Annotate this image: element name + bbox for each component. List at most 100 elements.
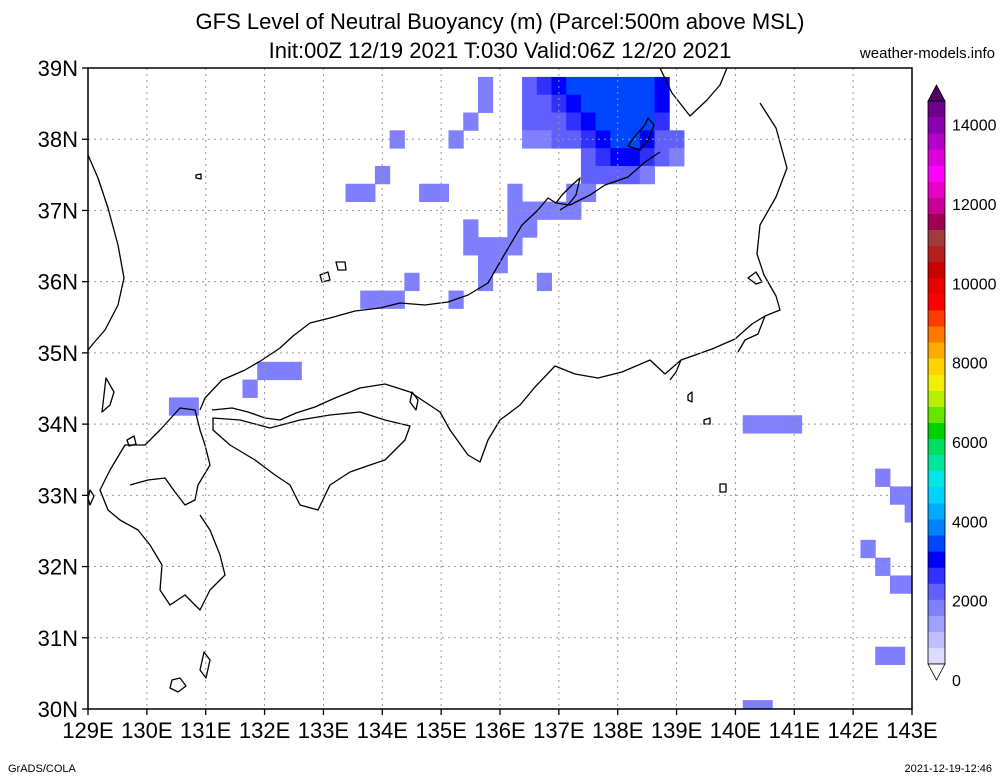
lnb-cell: [625, 76, 641, 96]
colorbar-segment: [928, 487, 945, 504]
lnb-cell: [875, 557, 891, 576]
colorbar-segment: [928, 117, 945, 134]
colorbar-segment: [928, 358, 945, 375]
lnb-cell: [242, 379, 258, 398]
x-axis-ticks: 129E 130E 131E 132E 133E 134E 135E 136E 137E 138E…: [62, 709, 938, 743]
lnb-cell: [639, 76, 655, 96]
lnb-cell: [477, 237, 494, 256]
lnb-cell: [566, 183, 582, 203]
colorbar: [927, 84, 946, 681]
lnb-cell: [433, 183, 449, 203]
colorbar-segment: [928, 326, 945, 343]
colorbar-segment: [928, 615, 945, 633]
coastline-izu: [669, 359, 682, 381]
lnb-cell: [580, 76, 597, 96]
chart-subtitle: Init:00Z 12/19 2021 T:030 Valid:06Z 12/2…: [269, 38, 732, 63]
colorbar-segment: [928, 647, 945, 665]
lnb-cell: [419, 183, 435, 203]
x-tick-label: 132E: [239, 718, 290, 743]
lnb-cell: [889, 646, 906, 665]
lnb-cell: [860, 539, 876, 559]
lnb-cell: [742, 700, 758, 710]
coastline-yakushima: [169, 677, 187, 693]
coastline-oshima: [687, 391, 693, 403]
lnb-cell: [757, 700, 773, 710]
colorbar-segment: [928, 406, 945, 424]
coastline-sado: [627, 117, 655, 151]
chart-title: GFS Level of Neutral Buoyancy (m) (Parce…: [196, 9, 805, 34]
lnb-cell: [639, 148, 655, 167]
colorbar-segment: [928, 519, 945, 536]
lnb-cell: [595, 130, 611, 149]
coastline-korea: [87, 154, 125, 351]
x-tick-label: 131E: [180, 718, 231, 743]
y-tick-label: 31N: [38, 626, 78, 651]
coastline-kyushu: [99, 407, 226, 611]
lnb-cell: [742, 415, 758, 434]
colorbar-segment: [928, 245, 945, 263]
lnb-cell: [271, 361, 288, 381]
colorbar-tick-label: 14000: [952, 118, 997, 135]
lnb-cell: [654, 112, 670, 131]
lnb-cell: [360, 290, 376, 309]
source-credit: weather-models.info: [859, 45, 995, 62]
lnb-cell: [522, 219, 538, 238]
colorbar-segment: [928, 294, 945, 311]
lnb-cell: [595, 148, 611, 167]
colorbar-segment: [927, 663, 946, 681]
colorbar-segment: [928, 310, 945, 327]
lnb-cell: [257, 361, 273, 381]
lnb-cell: [536, 94, 552, 114]
x-tick-label: 138E: [592, 718, 643, 743]
coastline-miyake: [703, 417, 711, 425]
colorbar-segment: [928, 390, 945, 407]
lnb-cell: [507, 237, 523, 256]
colorbar-segment: [928, 535, 945, 552]
colorbar-segment: [928, 261, 945, 279]
x-tick-label: 134E: [357, 718, 408, 743]
lnb-cell: [669, 148, 685, 167]
lnb-cell: [580, 112, 597, 131]
colorbar-segment: [928, 213, 945, 231]
colorbar-segment: [928, 422, 945, 440]
lnb-cell: [522, 201, 538, 220]
x-tick-label: 133E: [298, 718, 349, 743]
lnb-cell: [389, 130, 405, 149]
lnb-cell: [566, 130, 582, 149]
coastline-ibaraki: [747, 271, 763, 285]
lnb-cell: [625, 112, 641, 131]
x-tick-label: 140E: [710, 718, 761, 743]
coastline-noto: [555, 177, 581, 211]
colorbar-segment: [928, 149, 945, 166]
lnb-cell: [551, 130, 567, 149]
lnb-cell: [639, 165, 655, 185]
colorbar-segment: [928, 599, 945, 616]
lnb-cell: [374, 290, 391, 309]
lnb-cell: [580, 130, 597, 149]
y-tick-label: 30N: [38, 697, 78, 722]
x-tick-label: 136E: [474, 718, 525, 743]
grid-lines: [88, 68, 912, 709]
x-tick-label: 137E: [533, 718, 584, 743]
colorbar-segment: [928, 229, 945, 247]
timestamp-text: 2021-12-19-12:46: [905, 763, 992, 775]
lnb-cell: [595, 112, 611, 131]
lnb-cell: [580, 94, 597, 114]
colorbar-tick-label: 10000: [952, 276, 997, 293]
coastline-awaji: [409, 391, 419, 411]
lnb-cell: [595, 76, 611, 96]
lnb-cell: [566, 201, 582, 220]
lnb-cell: [757, 415, 773, 434]
lnb-cell: [507, 219, 523, 238]
lnb-cell: [536, 112, 552, 131]
y-tick-label: 35N: [38, 341, 78, 366]
lnb-cell: [551, 201, 567, 220]
lnb-cell: [536, 76, 552, 96]
lnb-cell: [183, 397, 199, 416]
colorbar-segment: [928, 277, 945, 295]
colorbar-tick-label: 6000: [952, 435, 988, 452]
lnb-cell: [639, 94, 655, 114]
lnb-cell: [610, 148, 626, 167]
x-tick-label: 142E: [827, 718, 878, 743]
lnb-cell: [566, 112, 582, 131]
